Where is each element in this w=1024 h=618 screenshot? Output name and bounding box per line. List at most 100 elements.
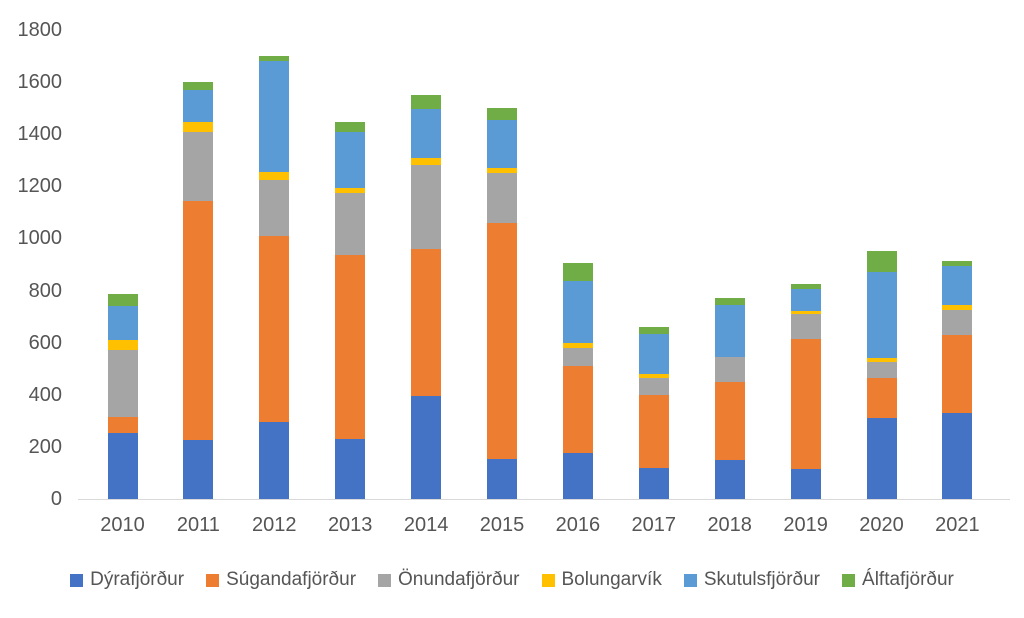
bar-segment-2015-Álftafjörður: [487, 108, 517, 120]
bar-segment-2012-Önundafjörður: [259, 179, 290, 236]
x-axis-label-2019: 2019: [783, 514, 828, 536]
bar-segment-2018-Önundafjörður: [714, 356, 745, 382]
bar-segment-2021-Álftafjörður: [942, 260, 973, 266]
x-axis-label-2016: 2016: [555, 514, 601, 536]
legend-label: Önundafjörður: [398, 569, 520, 590]
bar-segment-2017-Dýrafjörður: [638, 467, 669, 499]
bar-segment-2011-Álftafjörður: [183, 82, 214, 90]
y-axis-label: 1800: [17, 19, 63, 41]
bar-segment-2013-Skutulsfjörður: [335, 131, 366, 188]
bar-segment-2017-Álftafjörður: [638, 327, 669, 334]
bar-segment-2012-Álftafjörður: [259, 56, 290, 62]
x-axis-label-2012: 2012: [252, 514, 297, 536]
bar-segment-2020-Súgandafjörður: [866, 377, 897, 419]
legend-label: Álftafjörður: [862, 569, 954, 590]
y-axis-label: 600: [28, 331, 62, 354]
x-axis-label-2011: 2011: [176, 514, 220, 536]
bar-segment-2017-Önundafjörður: [638, 377, 669, 395]
bar-segment-2019-Dýrafjörður: [790, 469, 821, 499]
legend-swatch-icon: [842, 573, 856, 587]
bar-segment-2011-Önundafjörður: [183, 131, 214, 201]
legend-item-Súgandafjörður: Súgandafjörður: [206, 568, 356, 592]
bar-segment-2021-Súgandafjörður: [942, 334, 973, 413]
bar-segment-2014-Önundafjörður: [411, 165, 442, 249]
y-axis-label: 800: [28, 279, 62, 302]
bar-segment-2016-Skutulsfjörður: [562, 281, 593, 343]
legend-item-Bolungarvík: Bolungarvík: [541, 568, 662, 592]
y-axis-label: 1200: [17, 175, 63, 198]
bar-segment-2013-Bolungarvík: [335, 187, 366, 193]
bar-segment-2018-Álftafjörður: [714, 298, 745, 305]
bar-segment-2019-Skutulsfjörður: [790, 289, 821, 312]
bar-segment-2010-Súgandafjörður: [107, 416, 138, 433]
bar-segment-2011-Skutulsfjörður: [183, 89, 214, 123]
bar-segment-2012-Skutulsfjörður: [259, 61, 290, 172]
x-axis-label-2017: 2017: [631, 514, 677, 536]
legend-label: Skutulsfjörður: [703, 569, 821, 590]
bar-segment-2014-Skutulsfjörður: [411, 109, 442, 158]
legend-swatch-icon: [378, 573, 392, 587]
bar-segment-2020-Álftafjörður: [866, 251, 897, 273]
x-axis-label-2018: 2018: [707, 514, 752, 536]
bar-segment-2014-Bolungarvík: [411, 157, 442, 166]
bar-segment-2019-Álftafjörður: [790, 284, 821, 290]
bar-segment-2017-Súgandafjörður: [638, 394, 669, 468]
bar-segment-2019-Súgandafjörður: [790, 338, 821, 470]
x-axis-line: [78, 499, 1010, 500]
x-axis-label-2020: 2020: [859, 514, 904, 536]
bar-segment-2015-Skutulsfjörður: [487, 119, 517, 169]
x-axis-label-2014: 2014: [403, 514, 449, 536]
legend-label: Dýrafjörður: [90, 569, 185, 590]
bar-segment-2017-Bolungarvík: [638, 373, 669, 378]
chart-legend: Dýrafjörður Súgandafjörður Önundafjörður Bo…: [0, 568, 1024, 592]
bar-segment-2011-Dýrafjörður: [183, 440, 214, 499]
legend-label: Súgandafjörður: [226, 569, 357, 590]
y-axis-label: 1400: [17, 123, 63, 146]
x-axis-label-2013: 2013: [327, 514, 373, 536]
bar-segment-2014-Dýrafjörður: [411, 396, 442, 499]
bar-segment-2010-Dýrafjörður: [107, 432, 138, 499]
bar-segment-2013-Dýrafjörður: [335, 439, 366, 499]
bar-segment-2020-Skutulsfjörður: [866, 272, 897, 359]
y-axis-label: 200: [28, 435, 62, 458]
bar-segment-2014-Álftafjörður: [411, 95, 442, 110]
x-axis-label-2010: 2010: [100, 514, 145, 536]
legend-swatch-icon: [541, 573, 555, 587]
bar-segment-2016-Súgandafjörður: [562, 366, 593, 454]
legend-swatch-icon: [70, 573, 84, 587]
bar-segment-2018-Skutulsfjörður: [714, 304, 745, 357]
legend-item-Álftafjörður: Álftafjörður: [842, 568, 954, 592]
bar-segment-2015-Bolungarvík: [487, 168, 517, 174]
bar-segment-2013-Álftafjörður: [335, 122, 366, 132]
bar-segment-2011-Bolungarvík: [183, 122, 214, 132]
legend-swatch-icon: [206, 573, 220, 587]
bar-segment-2010-Önundafjörður: [107, 350, 138, 417]
x-axis-label-2021: 2021: [935, 514, 980, 536]
legend-item-Skutulsfjörður: Skutulsfjörður: [683, 568, 821, 592]
bar-segment-2019-Önundafjörður: [790, 314, 821, 339]
bar-segment-2021-Dýrafjörður: [942, 413, 973, 499]
bar-segment-2012-Bolungarvík: [259, 172, 290, 180]
bar-segment-2013-Súgandafjörður: [335, 255, 366, 440]
legend-label: Bolungarvík: [561, 569, 662, 590]
bar-segment-2017-Skutulsfjörður: [638, 333, 669, 374]
y-axis-label: 0: [50, 488, 62, 510]
bar-segment-2012-Súgandafjörður: [259, 235, 290, 423]
bar-segment-2015-Súgandafjörður: [487, 222, 517, 459]
bar-segment-2015-Dýrafjörður: [487, 458, 517, 499]
bar-segment-2016-Bolungarvík: [562, 342, 593, 348]
bar-segment-2010-Álftafjörður: [107, 294, 138, 307]
bar-segment-2021-Skutulsfjörður: [942, 265, 973, 305]
bar-segment-2020-Dýrafjörður: [866, 418, 897, 499]
y-axis-label: 1600: [17, 71, 63, 94]
y-axis-label: 400: [28, 383, 62, 406]
bar-segment-2018-Dýrafjörður: [714, 459, 745, 499]
bar-segment-2010-Skutulsfjörður: [107, 306, 138, 341]
legend-swatch-icon: [683, 573, 697, 587]
bar-segment-2011-Súgandafjörður: [183, 200, 214, 441]
bar-segment-2016-Álftafjörður: [562, 263, 593, 282]
bar-segment-2014-Súgandafjörður: [411, 248, 442, 397]
bar-segment-2021-Önundafjörður: [942, 310, 973, 335]
legend-item-Önundafjörður: Önundafjörður: [378, 568, 520, 592]
